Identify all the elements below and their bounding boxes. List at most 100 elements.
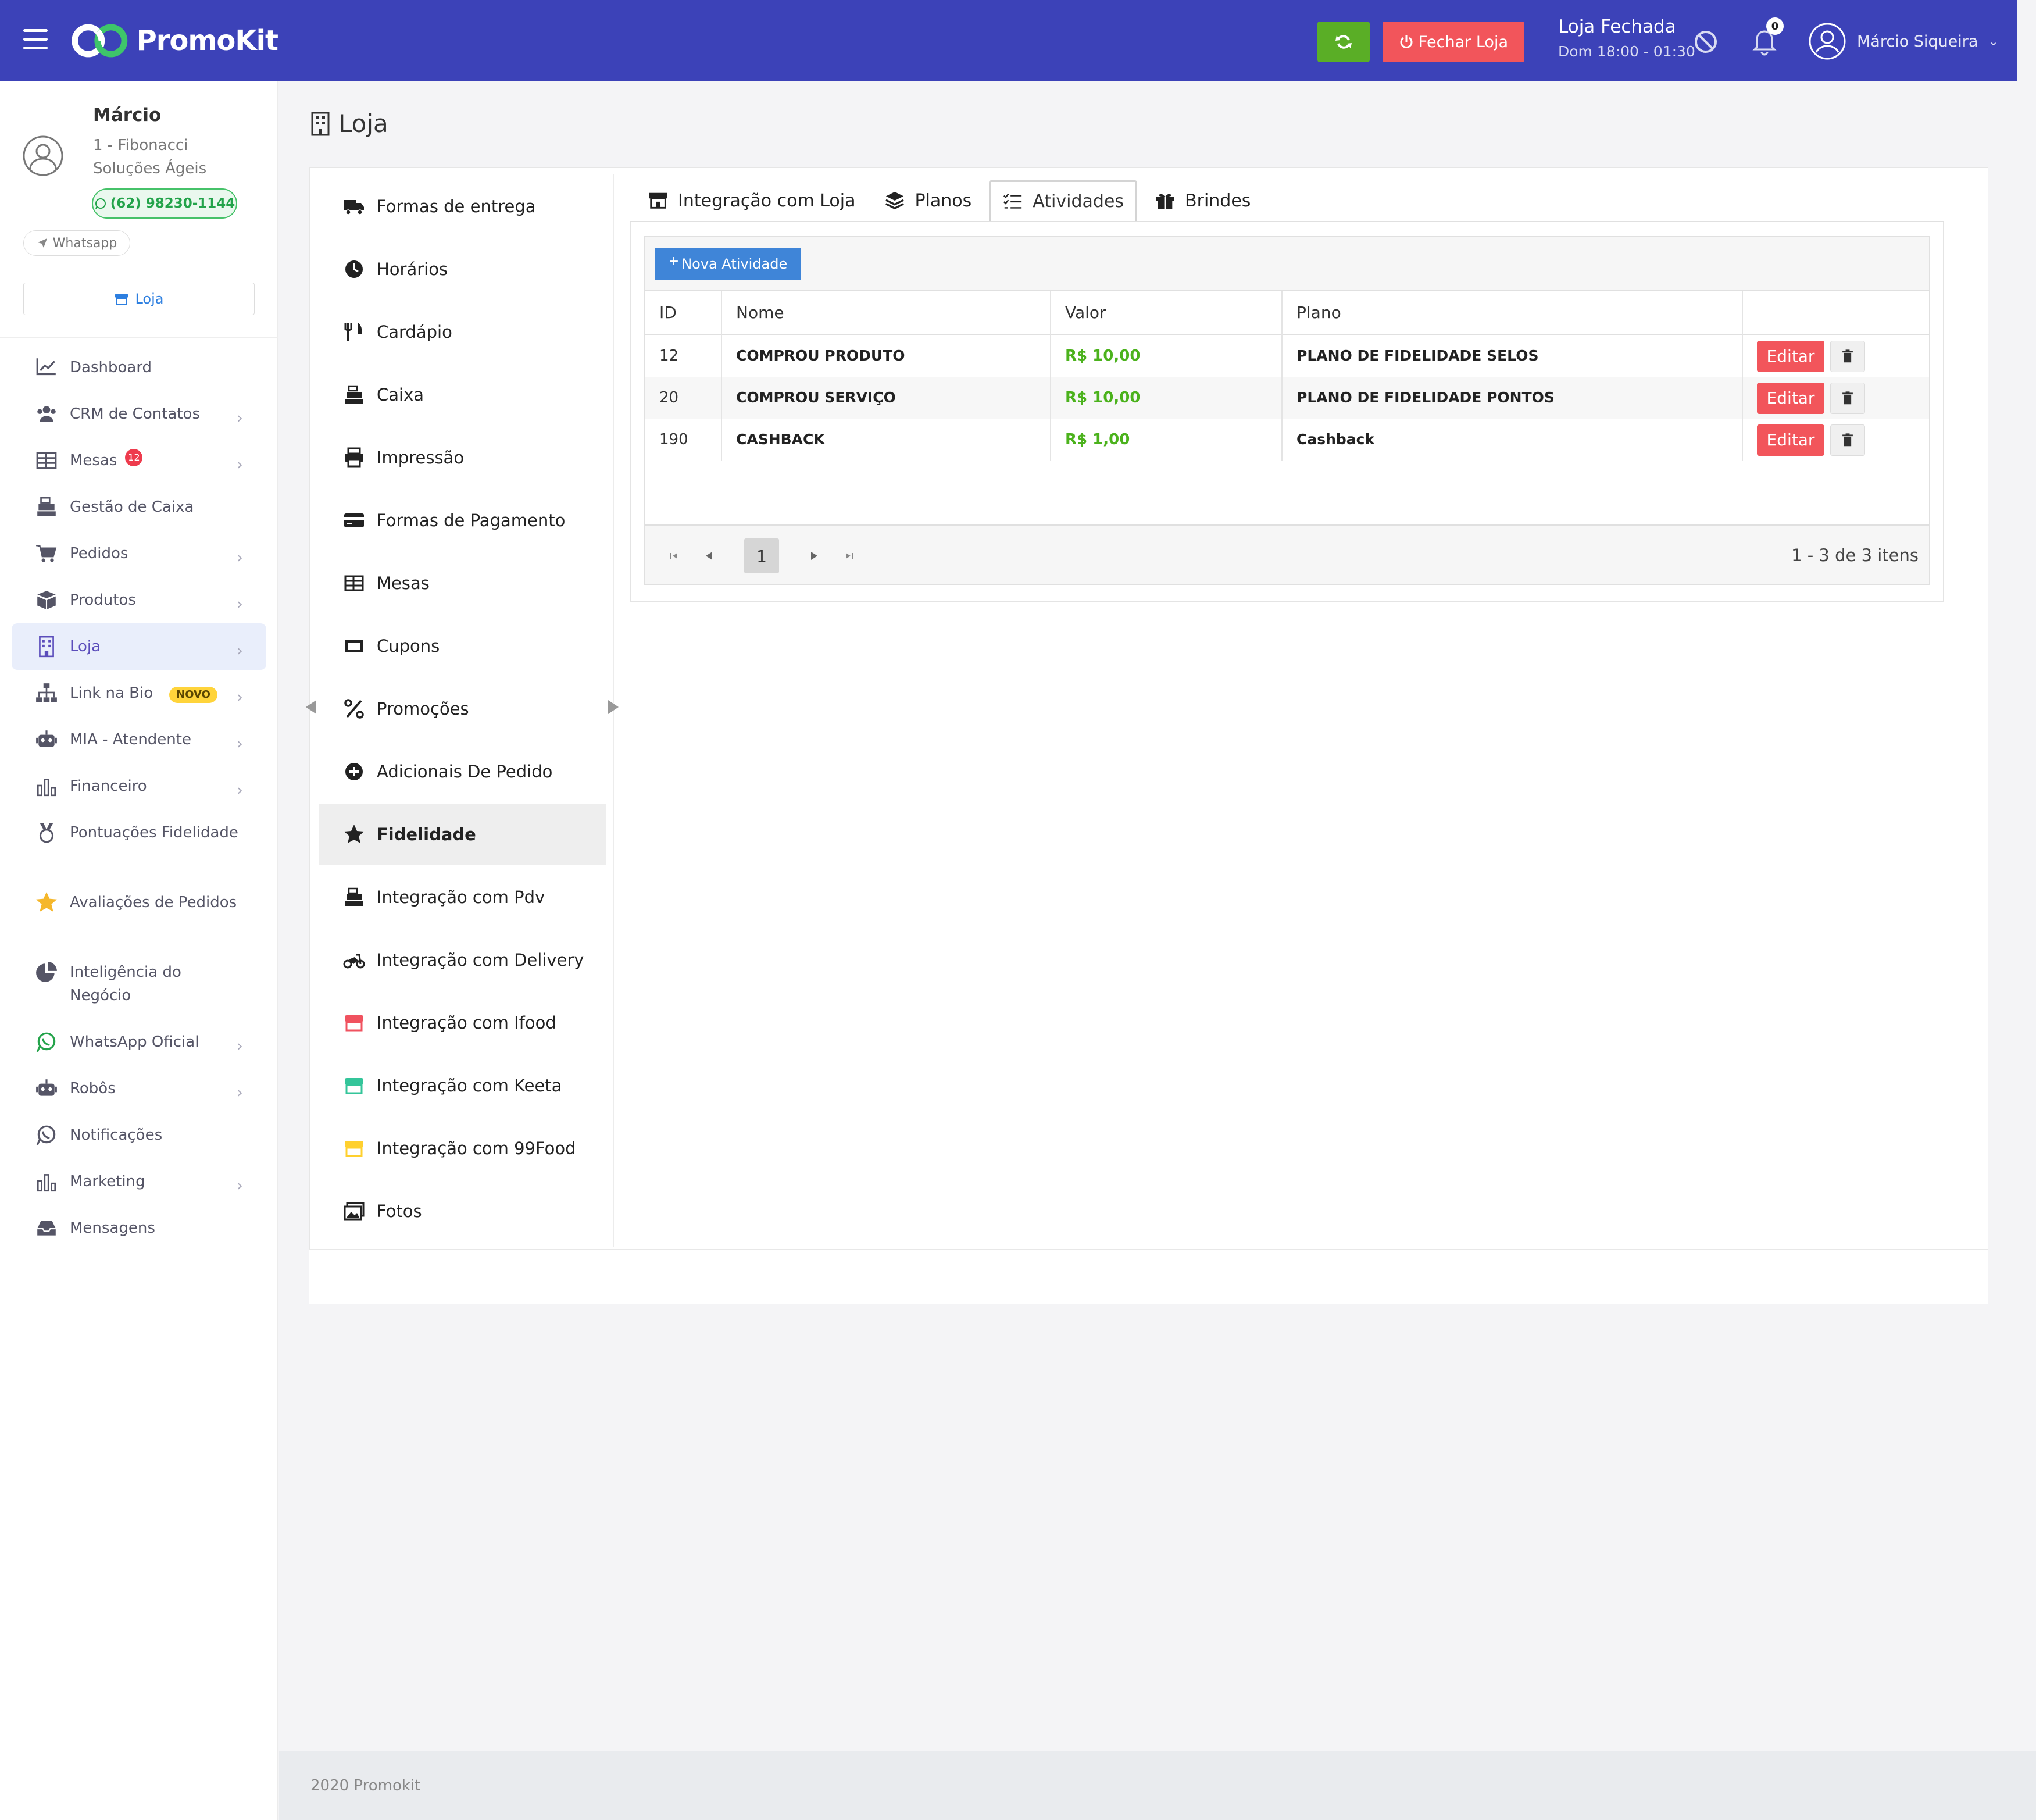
bell-icon[interactable]: [1750, 26, 1779, 56]
settings-nav-horarios[interactable]: Horários: [319, 238, 606, 300]
sidebar-item-pontuacoes-fidelidade[interactable]: Pontuações Fidelidade: [12, 809, 266, 879]
sidebar-menu: Dashboard CRM de Contatos › Mesas 12 › Gestão …: [12, 344, 266, 1251]
settings-nav-promocoes[interactable]: Promoções: [319, 678, 606, 740]
close-store-button[interactable]: Fechar Loja: [1383, 22, 1524, 62]
sidebar-item-financeiro[interactable]: Financeiro ›: [12, 763, 266, 809]
sidebar-item-notificacoes[interactable]: Notificações: [12, 1112, 266, 1158]
list-check-icon: [1002, 191, 1023, 212]
sidebar-item-mesas[interactable]: Mesas 12 ›: [12, 437, 266, 484]
sidebar-item-label: Inteligência do Negócio: [70, 963, 181, 1004]
tab-planos[interactable]: Planos: [873, 180, 983, 221]
sidebar-phone[interactable]: (62) 98230-1144: [92, 188, 237, 219]
delete-button[interactable]: [1830, 341, 1865, 372]
table-row: 190 CASHBACK R$ 1,00 Cashback Editar: [645, 419, 1929, 461]
sidebar-item-pedidos[interactable]: Pedidos ›: [12, 530, 266, 577]
settings-nav-caixa[interactable]: Caixa: [319, 364, 606, 426]
column-header-valor[interactable]: Valor: [1050, 291, 1281, 335]
cash-register-icon: [343, 886, 365, 908]
sidebar-item-avaliacoes-de-pedidos[interactable]: Avaliações de Pedidos: [12, 879, 266, 949]
chevron-right-icon: ›: [236, 455, 243, 474]
layers-icon: [884, 190, 905, 211]
settings-nav-mesas[interactable]: Mesas: [319, 552, 606, 614]
store-red-icon: [343, 1012, 365, 1034]
edit-button[interactable]: Editar: [1757, 424, 1824, 456]
new-activity-button[interactable]: + Nova Atividade: [655, 248, 801, 280]
settings-nav-fidelidade[interactable]: Fidelidade: [319, 804, 606, 865]
sidebar-item-loja[interactable]: Loja ›: [12, 623, 266, 670]
settings-nav-formas-de-entrega[interactable]: Formas de entrega: [319, 176, 606, 237]
column-header-plano[interactable]: Plano: [1281, 291, 1742, 335]
settings-nav-integracao-com-99food[interactable]: Integração com 99Food: [319, 1118, 606, 1179]
settings-nav-impressao[interactable]: Impressão: [319, 427, 606, 488]
gift-icon: [1155, 190, 1176, 211]
first-page-icon[interactable]: [663, 538, 686, 573]
sidebar-item-marketing[interactable]: Marketing ›: [12, 1158, 266, 1205]
cell-nome: CASHBACK: [721, 419, 1050, 461]
sidebar-item-inteligencia-do-negocio[interactable]: Inteligência do Negócio: [12, 949, 266, 1019]
cell-id: 190: [659, 431, 688, 448]
scroll-left-icon[interactable]: [306, 700, 316, 714]
users-icon: [37, 406, 56, 422]
sidebar-item-robos[interactable]: Robôs ›: [12, 1065, 266, 1112]
settings-nav-label: Integração com Keeta: [377, 1076, 562, 1095]
cell-nome: COMPROU SERVIÇO: [721, 377, 1050, 419]
tab-atividades[interactable]: Atividades: [989, 180, 1138, 221]
star-icon: [36, 892, 57, 912]
sidebar-item-gestao-de-caixa[interactable]: Gestão de Caixa: [12, 484, 266, 530]
whatsapp-button[interactable]: Whatsapp: [23, 230, 130, 256]
sidebar-item-whatsapp-oficial[interactable]: WhatsApp Oficial ›: [12, 1019, 266, 1065]
footer-text: 2020 Promokit: [310, 1777, 421, 1794]
edit-button[interactable]: Editar: [1757, 341, 1824, 372]
sidebar-item-dashboard[interactable]: Dashboard: [12, 344, 266, 391]
settings-nav-integracao-com-ifood[interactable]: Integração com Ifood: [319, 992, 606, 1054]
refresh-button[interactable]: [1317, 22, 1370, 62]
settings-nav-integracao-com-pdv[interactable]: Integração com Pdv: [319, 866, 606, 928]
sidebar-company: 1 - Fibonacci Soluções Ágeis: [93, 137, 207, 177]
sidebar-item-label: Gestão de Caixa: [70, 498, 194, 516]
star-icon: [343, 823, 365, 845]
sidebar-item-mia-atendente[interactable]: MIA - Atendente ›: [12, 716, 266, 763]
page-number[interactable]: 1: [744, 538, 779, 573]
star-icon: [344, 825, 364, 843]
app-logo[interactable]: PromoKit: [69, 17, 278, 64]
cart-icon: [35, 542, 58, 565]
tab-integracao-com-loja[interactable]: Integração com Loja: [636, 180, 867, 221]
previous-page-icon[interactable]: [698, 538, 721, 573]
scroll-right-icon[interactable]: [608, 700, 619, 714]
tab-brindes[interactable]: Brindes: [1143, 180, 1262, 221]
cash-register-icon: [35, 495, 58, 519]
chevron-right-icon: ›: [236, 1083, 243, 1102]
tabs: Integração com Loja Planos Atividades Brind…: [636, 180, 1268, 222]
user-menu[interactable]: Márcio Siqueira ⌄: [1808, 22, 2012, 60]
settings-nav-fotos[interactable]: Fotos: [319, 1180, 606, 1242]
inbox-icon: [37, 1221, 56, 1236]
edit-button[interactable]: Editar: [1757, 383, 1824, 414]
menu-toggle-icon[interactable]: [23, 29, 48, 52]
settings-nav-formas-de-pagamento[interactable]: Formas de Pagamento: [319, 490, 606, 551]
next-page-icon[interactable]: [802, 538, 826, 573]
settings-nav-integracao-com-delivery[interactable]: Integração com Delivery: [319, 929, 606, 991]
column-header-nome[interactable]: Nome: [721, 291, 1050, 335]
last-page-icon[interactable]: [837, 538, 860, 573]
settings-nav-cupons[interactable]: Cupons: [319, 615, 606, 677]
bar-chart-icon: [37, 1174, 56, 1192]
settings-nav-adicionais-de-pedido[interactable]: Adicionais De Pedido: [319, 741, 606, 802]
delete-button[interactable]: [1830, 383, 1865, 414]
star-icon: [35, 891, 58, 914]
settings-nav-integracao-com-keeta[interactable]: Integração com Keeta: [319, 1055, 606, 1116]
delete-button[interactable]: [1830, 424, 1865, 456]
settings-nav-cardapio[interactable]: Cardápio: [319, 301, 606, 363]
settings-nav-label: Caixa: [377, 385, 424, 405]
gift-icon: [1156, 194, 1174, 209]
credit-card-icon: [343, 509, 365, 531]
chevron-right-icon: ›: [236, 734, 243, 753]
settings-nav-label: Formas de entrega: [377, 197, 536, 216]
store-button[interactable]: Loja: [23, 283, 255, 315]
sidebar-item-mensagens[interactable]: Mensagens: [12, 1205, 266, 1251]
sidebar-item-produtos[interactable]: Produtos ›: [12, 577, 266, 623]
column-header-id[interactable]: ID: [659, 303, 677, 322]
sidebar-item-link-na-bio[interactable]: Link na Bio NOVO ›: [12, 670, 266, 716]
sidebar-item-label: MIA - Atendente: [70, 731, 191, 748]
sidebar-item-crm-de-contatos[interactable]: CRM de Contatos ›: [12, 391, 266, 437]
sidebar-item-label: Mensagens: [70, 1219, 155, 1237]
